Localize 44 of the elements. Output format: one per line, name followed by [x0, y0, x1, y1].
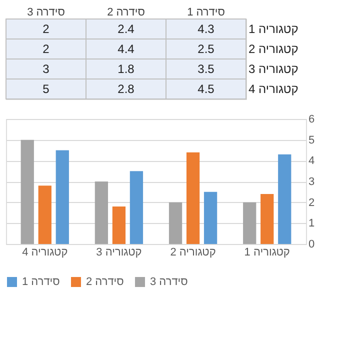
y-tick-label: 5	[308, 134, 315, 146]
data-label: 2	[42, 22, 50, 36]
y-tick-label: 4	[308, 155, 315, 168]
y-tick-label: 0	[308, 238, 315, 250]
legend-label: סידרה 1	[22, 276, 60, 288]
data-label: 2	[42, 42, 50, 56]
bar	[56, 150, 69, 244]
data-label: 4.3	[198, 22, 215, 36]
data-label: 2.4	[118, 22, 135, 36]
y-tick-label: 6	[308, 114, 315, 126]
x-tick-label: סידרה 3	[27, 6, 65, 18]
data-label: 5	[42, 82, 50, 96]
data-label: 3	[42, 62, 50, 76]
x-tick-label: סידרה 2	[107, 6, 145, 18]
y-tick-label: 1	[308, 218, 315, 230]
y-tick-label: קטגוריה 2	[248, 42, 298, 56]
bar	[186, 152, 200, 244]
x-tick-label: סידרה 1	[187, 6, 225, 18]
data-label: 1.8	[118, 62, 135, 76]
bar	[243, 202, 256, 244]
x-tick-label: קטגוריה 4	[22, 246, 68, 258]
bar	[168, 202, 182, 244]
data-label: 2.8	[118, 82, 135, 96]
data-label: 4.4	[118, 42, 135, 56]
data-label: 2.5	[198, 42, 215, 56]
data-label: 3.5	[198, 62, 215, 76]
legend-label: סידרה 2	[86, 276, 124, 288]
y-tick-label: 2	[308, 196, 315, 209]
bar	[278, 154, 292, 244]
bar	[20, 140, 34, 244]
bar	[130, 171, 144, 244]
y-tick-label: קטגוריה 4	[248, 82, 298, 96]
bar	[204, 192, 218, 244]
legend-label: סידרה 3	[150, 276, 188, 288]
bar	[112, 206, 126, 244]
y-tick-label: קטגוריה 1	[248, 22, 298, 36]
bar	[38, 186, 52, 244]
y-tick-label: 3	[308, 176, 315, 188]
y-tick-label: קטגוריה 3	[248, 62, 298, 76]
x-tick-label: קטגוריה 3	[96, 246, 142, 258]
data-label: 4.5	[198, 82, 215, 96]
bar	[94, 182, 108, 244]
bar	[260, 194, 274, 244]
x-tick-label: קטגוריה 2	[170, 246, 216, 258]
